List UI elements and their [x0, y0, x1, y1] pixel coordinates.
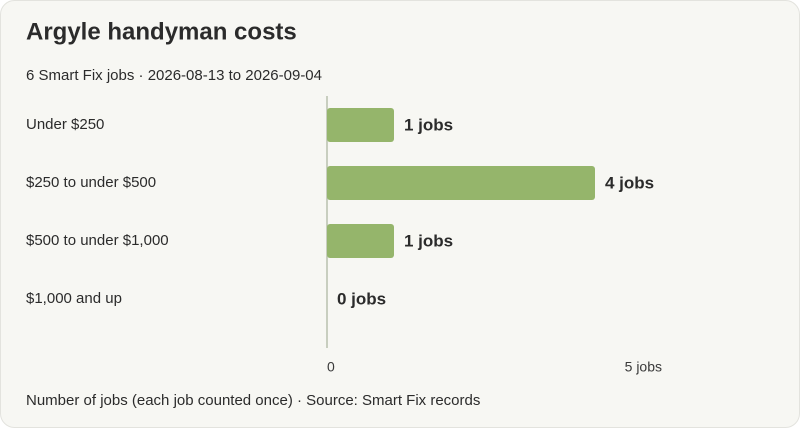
value-label: 4 jobs — [605, 173, 654, 192]
footnote: Number of jobs (each job counted once) ·… — [26, 392, 480, 409]
bar — [327, 166, 595, 200]
bar — [327, 108, 394, 142]
category-label: $500 to under $1,000 — [26, 232, 169, 249]
chart-title: Argyle handyman costs — [26, 18, 297, 45]
chart-subtitle: 6 Smart Fix jobs · 2026-08-13 to 2026-09… — [26, 67, 322, 84]
category-label: Under $250 — [26, 116, 104, 133]
category-label: $250 to under $500 — [26, 174, 156, 191]
x-tick-label: 0 — [327, 359, 335, 375]
x-tick-label: 5 jobs — [625, 359, 662, 375]
value-label: 0 jobs — [337, 289, 386, 308]
value-label: 1 jobs — [404, 115, 453, 134]
value-label: 1 jobs — [404, 231, 453, 250]
category-label: $1,000 and up — [26, 290, 122, 307]
bar — [327, 224, 394, 258]
